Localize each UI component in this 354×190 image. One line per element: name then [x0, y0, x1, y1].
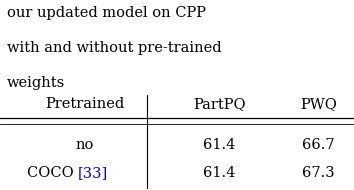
- Text: weights: weights: [7, 76, 65, 90]
- Text: 61.4: 61.4: [203, 166, 236, 180]
- Text: 66.7: 66.7: [302, 138, 335, 152]
- Text: [33]: [33]: [78, 166, 108, 180]
- Text: PartPQ: PartPQ: [193, 97, 246, 111]
- Text: COCO: COCO: [27, 166, 78, 180]
- Text: no: no: [76, 138, 94, 152]
- Text: PWQ: PWQ: [300, 97, 337, 111]
- Text: our updated model on CPP: our updated model on CPP: [7, 6, 206, 20]
- Text: 67.3: 67.3: [302, 166, 335, 180]
- Text: 61.4: 61.4: [203, 138, 236, 152]
- Text: Pretrained: Pretrained: [45, 97, 125, 111]
- Text: with and without pre-trained: with and without pre-trained: [7, 41, 222, 55]
